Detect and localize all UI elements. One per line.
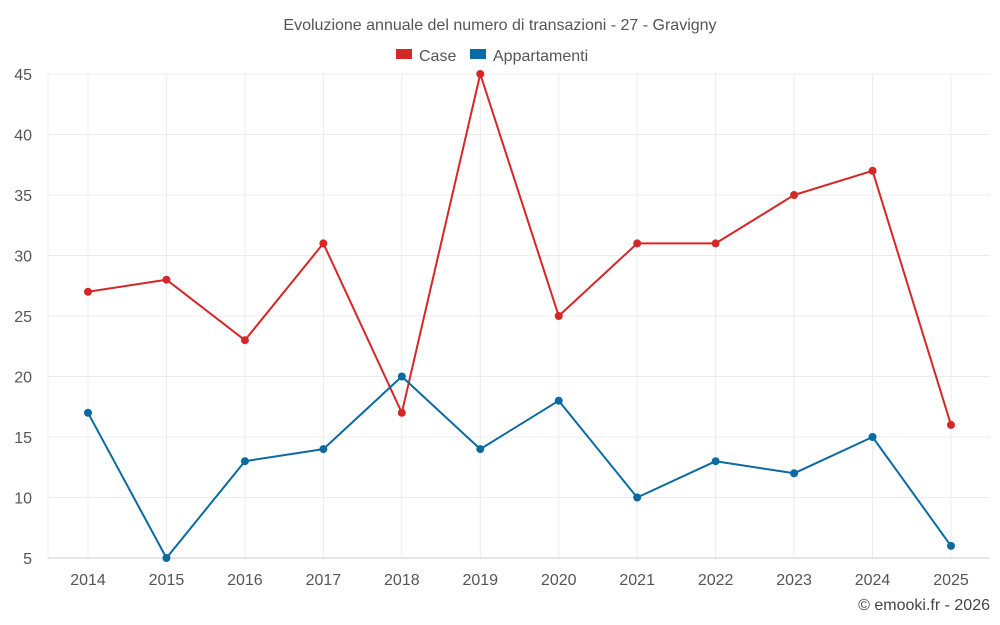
x-tick-label-2019: 2019 <box>462 572 498 589</box>
x-tick-label-2017: 2017 <box>306 572 342 589</box>
y-tick-label-30: 30 <box>14 249 32 266</box>
x-tick-label-2018: 2018 <box>384 572 420 589</box>
point-appartamenti-2016 <box>240 457 249 466</box>
legend-swatch-appartamenti <box>470 49 486 59</box>
x-tick-label-2015: 2015 <box>149 572 185 589</box>
y-tick-label-10: 10 <box>14 491 32 508</box>
legend-label-case: Case <box>419 48 456 65</box>
point-appartamenti-2025 <box>947 541 955 550</box>
legend-swatch-case <box>396 49 412 59</box>
point-appartamenti-2017 <box>319 445 328 454</box>
y-tick-label-20: 20 <box>14 370 32 387</box>
point-appartamenti-2023 <box>790 469 799 478</box>
x-tick-label-2025: 2025 <box>933 572 969 589</box>
point-case-2020 <box>554 312 563 320</box>
point-case-2019 <box>476 70 485 78</box>
x-tick-label-2016: 2016 <box>227 572 263 589</box>
y-tick-label-5: 5 <box>23 551 32 568</box>
point-appartamenti-2024 <box>868 433 877 441</box>
point-appartamenti-2015 <box>162 554 171 562</box>
chart-title: Evoluzione annuale del numero di transaz… <box>283 17 716 34</box>
x-tick-label-2023: 2023 <box>776 572 812 589</box>
point-appartamenti-2018 <box>397 372 406 381</box>
x-tick-label-2021: 2021 <box>619 572 655 589</box>
y-tick-label-45: 45 <box>14 67 32 84</box>
y-tick-label-40: 40 <box>14 128 32 145</box>
legend: Case Appartamenti <box>396 48 588 65</box>
y-tick-label-25: 25 <box>14 309 32 326</box>
grid <box>47 73 990 559</box>
x-tick-label-2020: 2020 <box>541 572 577 589</box>
point-case-2024 <box>868 166 877 175</box>
point-case-2014 <box>84 287 92 296</box>
x-tick-label-2024: 2024 <box>855 572 891 589</box>
series-group <box>84 70 955 562</box>
point-appartamenti-2014 <box>84 408 92 417</box>
y-tick-label-15: 15 <box>14 430 32 447</box>
x-axis: 2014 2015 2016 2017 2018 2019 2020 2021 2022 2023… <box>70 572 969 589</box>
series-line-case <box>87 73 952 426</box>
point-case-2025 <box>947 420 955 429</box>
point-appartamenti-2022 <box>711 457 720 466</box>
y-axis: 5 10 15 20 25 30 35 40 45 <box>14 67 32 568</box>
point-case-2018 <box>397 408 406 417</box>
credit-text: © emooki.fr - 2026 <box>858 597 990 614</box>
series-line-appartamenti <box>87 375 952 559</box>
point-appartamenti-2020 <box>554 396 563 405</box>
point-case-2021 <box>633 239 642 248</box>
point-appartamenti-2019 <box>476 445 485 454</box>
point-case-2016 <box>240 336 249 345</box>
point-case-2022 <box>711 239 720 248</box>
x-tick-label-2022: 2022 <box>698 572 734 589</box>
x-tick-label-2014: 2014 <box>70 572 106 589</box>
point-case-2017 <box>319 239 328 248</box>
point-case-2015 <box>162 275 171 284</box>
point-case-2023 <box>790 191 799 199</box>
y-tick-label-35: 35 <box>14 188 32 205</box>
legend-label-appartamenti: Appartamenti <box>493 48 588 65</box>
point-appartamenti-2021 <box>633 493 642 502</box>
